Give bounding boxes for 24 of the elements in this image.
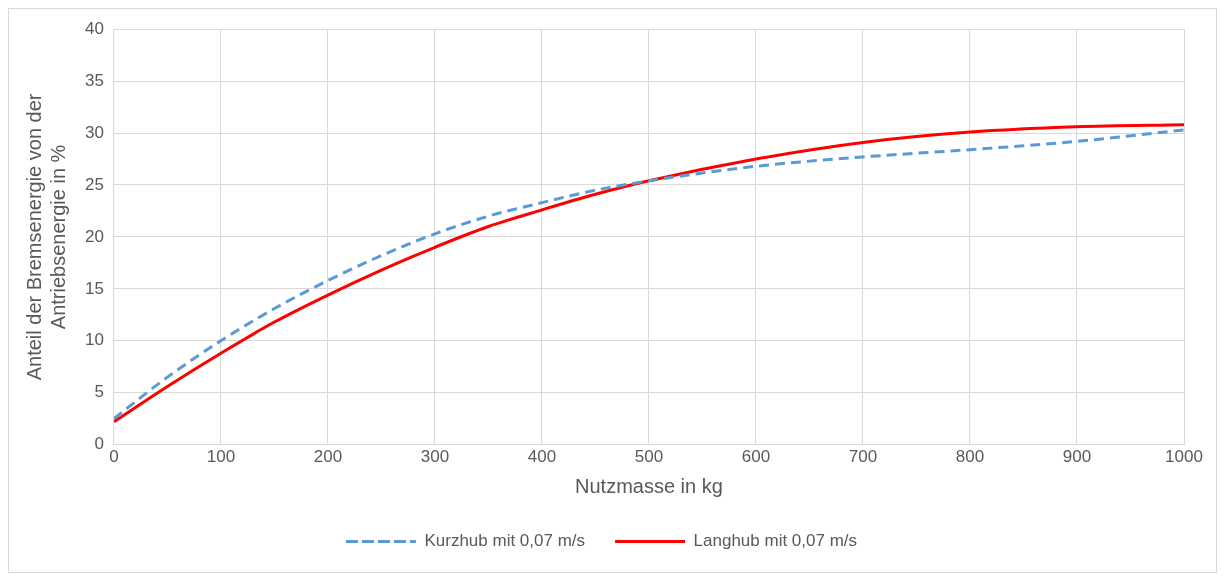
- legend-label: Langhub mit 0,07 m/s: [693, 531, 858, 551]
- x-tick-label: 600: [741, 447, 771, 467]
- y-tick-label: 40: [84, 18, 104, 38]
- y-tick-label: 0: [94, 434, 104, 454]
- x-tick-label: 0: [109, 447, 119, 467]
- x-tick-label: 1000: [1165, 447, 1203, 467]
- y-tick-label: 30: [84, 122, 104, 142]
- y-tick-label: 10: [84, 330, 104, 350]
- y-tick-label: 25: [84, 174, 104, 194]
- x-axis-title: Nutzmasse in kg: [575, 474, 723, 497]
- x-tick-label: 700: [848, 447, 878, 467]
- x-tick-label: 800: [955, 447, 985, 467]
- y-tick-label: 15: [84, 278, 104, 298]
- x-tick-label: 300: [420, 447, 450, 467]
- y-tick-label: 35: [84, 70, 104, 90]
- x-tick-label: 500: [634, 447, 664, 467]
- x-tick-label: 200: [313, 447, 343, 467]
- legend-label: Kurzhub mit 0,07 m/s: [424, 531, 586, 551]
- y-axis-title: Anteil der Bremsenergie von der Antriebsenergie in %: [22, 93, 69, 381]
- y-tick-label: 5: [94, 382, 104, 402]
- y-tick-label: 20: [84, 226, 104, 246]
- x-tick-label: 900: [1062, 447, 1092, 467]
- x-tick-label: 400: [527, 447, 557, 467]
- x-tick-label: 100: [206, 447, 236, 467]
